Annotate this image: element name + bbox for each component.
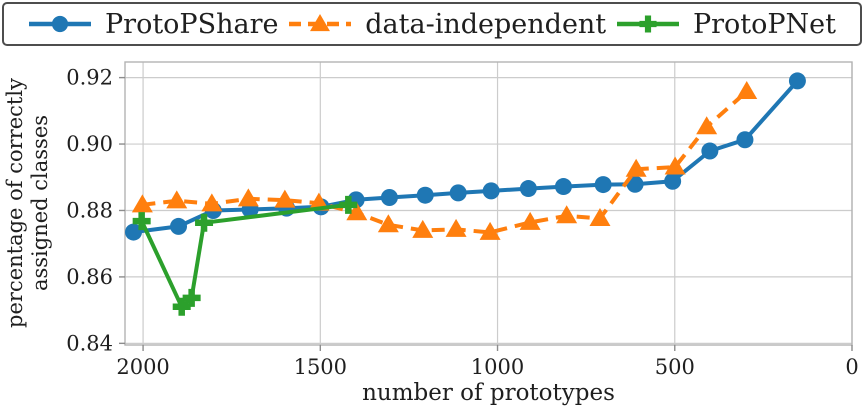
y-tick-label: 0.88 [66, 198, 113, 222]
x-tick-label: 1500 [294, 355, 347, 379]
x-axis-label: number of prototypes [362, 380, 615, 406]
y-tick-label: 0.90 [66, 132, 113, 156]
data-independent-line-marker-icon [289, 14, 352, 32]
series-data-independent [131, 81, 758, 240]
x-tick-label: 500 [655, 355, 695, 379]
protopshare-line-marker-icon [29, 15, 91, 33]
protopnet-line-marker-icon [616, 15, 679, 33]
axes-box [124, 61, 853, 346]
y-tick-label: 0.86 [66, 265, 113, 289]
legend-item-protopshare: ProtoPShare [28, 9, 278, 40]
series-ProtoPShare [125, 72, 806, 241]
y-tick-label: 0.84 [66, 331, 113, 355]
x-tick-label: 0 [845, 355, 858, 379]
x-tick-label: 1000 [471, 355, 524, 379]
legend-label-data-independent: data-independent [365, 8, 607, 40]
legend-item-data-independent: data-independent [288, 9, 606, 40]
tick-labels: 2000 1500 1000 500 0 0.84 0.86 0.88 0.90 0.92 [66, 66, 858, 379]
legend-label-protopshare: ProtoPShare [105, 8, 279, 40]
legend: ProtoPShare data-independent ProtoPNet [2, 2, 862, 46]
y-tick-label: 0.92 [66, 66, 113, 90]
y-axis-label: percentage of correctly assigned classes [3, 58, 53, 348]
x-tick-label: 2000 [116, 355, 169, 379]
tick-marks [119, 76, 853, 351]
legend-label-protopnet: ProtoPNet [692, 8, 836, 40]
y-axis-label-line2: assigned classes [28, 114, 52, 292]
gridlines [125, 62, 853, 345]
y-axis-label-line1: percentage of correctly [3, 78, 27, 328]
series-ProtoPNet [132, 195, 358, 316]
legend-item-protopnet: ProtoPNet [616, 9, 836, 40]
